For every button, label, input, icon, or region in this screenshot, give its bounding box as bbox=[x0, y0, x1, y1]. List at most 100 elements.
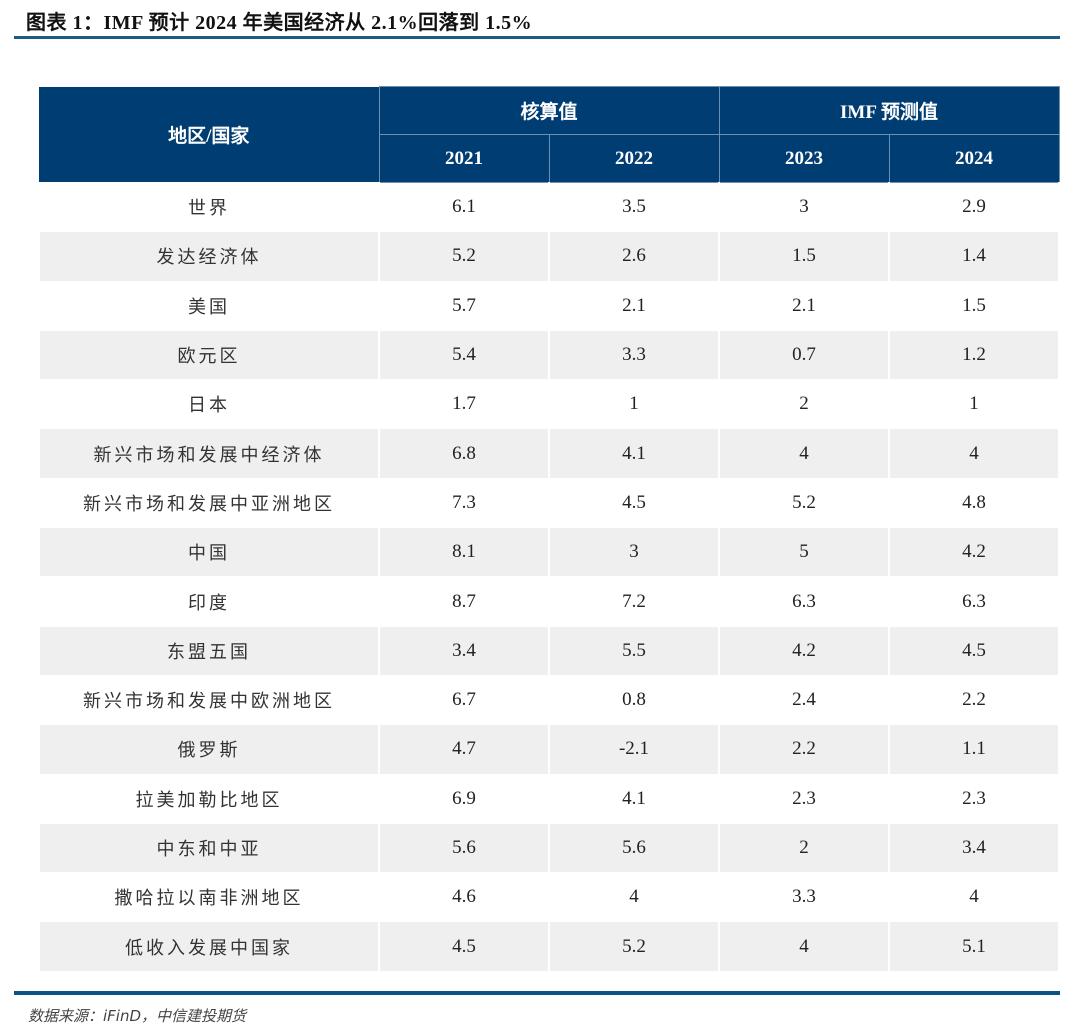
region-name: 拉美加勒比地区 bbox=[38, 773, 380, 824]
growth-value-2023: 4 bbox=[718, 428, 890, 479]
region-name: 东盟五国 bbox=[38, 625, 380, 676]
growth-value-2024: 2.9 bbox=[888, 181, 1060, 233]
growth-value-2022: 3.3 bbox=[548, 329, 720, 381]
growth-value-2023: 4.2 bbox=[718, 625, 890, 676]
region-name: 中国 bbox=[38, 527, 380, 578]
growth-value-2021: 5.6 bbox=[378, 822, 550, 874]
growth-value-2024: 4.5 bbox=[888, 625, 1060, 676]
table-row: 拉美加勒比地区 6.9 4.1 2.3 2.3 bbox=[38, 773, 1060, 824]
region-name: 世界 bbox=[38, 181, 380, 233]
growth-value-2022: 5.5 bbox=[548, 625, 720, 676]
region-name: 新兴市场和发展中欧洲地区 bbox=[38, 674, 380, 726]
region-name: 印度 bbox=[38, 576, 380, 627]
growth-value-2023: 1.5 bbox=[718, 231, 890, 282]
growth-value-2023: 6.3 bbox=[718, 576, 890, 627]
growth-value-2023: 5.2 bbox=[718, 477, 890, 529]
growth-value-2024: 1.2 bbox=[888, 329, 1060, 381]
growth-value-2021: 6.7 bbox=[378, 674, 550, 726]
region-name: 发达经济体 bbox=[38, 231, 380, 282]
growth-value-2022: 3.5 bbox=[548, 181, 720, 233]
growth-value-2021: 4.5 bbox=[378, 921, 550, 972]
growth-value-2022: 0.8 bbox=[548, 674, 720, 726]
growth-value-2021: 5.7 bbox=[378, 280, 550, 331]
table-row: 新兴市场和发展中经济体 6.8 4.1 4 4 bbox=[38, 428, 1060, 479]
growth-value-2023: 0.7 bbox=[718, 329, 890, 381]
growth-value-2023: 2.1 bbox=[718, 280, 890, 331]
growth-value-2024: 4.2 bbox=[888, 527, 1060, 578]
growth-value-2023: 5 bbox=[718, 527, 890, 578]
table-row: 中国 8.1 3 5 4.2 bbox=[38, 527, 1060, 578]
region-name: 美国 bbox=[38, 280, 380, 331]
growth-value-2024: 3.4 bbox=[888, 822, 1060, 874]
bottom-divider bbox=[14, 991, 1060, 995]
header-year: 2021 bbox=[378, 134, 550, 183]
region-name: 新兴市场和发展中经济体 bbox=[38, 428, 380, 479]
table-row: 欧元区 5.4 3.3 0.7 1.2 bbox=[38, 329, 1060, 381]
growth-value-2024: 1.4 bbox=[888, 231, 1060, 282]
growth-value-2021: 4.7 bbox=[378, 724, 550, 775]
region-name: 俄罗斯 bbox=[38, 724, 380, 775]
region-name: 新兴市场和发展中亚洲地区 bbox=[38, 477, 380, 529]
growth-value-2023: 2 bbox=[718, 822, 890, 874]
growth-value-2024: 5.1 bbox=[888, 921, 1060, 972]
region-name: 中东和中亚 bbox=[38, 822, 380, 874]
growth-value-2022: 4.1 bbox=[548, 428, 720, 479]
table-row: 低收入发展中国家 4.5 5.2 4 5.1 bbox=[38, 921, 1060, 972]
growth-value-2024: 2.2 bbox=[888, 674, 1060, 726]
region-name: 日本 bbox=[38, 379, 380, 430]
growth-value-2022: 4.5 bbox=[548, 477, 720, 529]
growth-value-2024: 6.3 bbox=[888, 576, 1060, 627]
table-row: 世界 6.1 3.5 3 2.9 bbox=[38, 181, 1060, 233]
growth-value-2021: 8.1 bbox=[378, 527, 550, 578]
growth-value-2022: 2.1 bbox=[548, 280, 720, 331]
growth-value-2021: 5.4 bbox=[378, 329, 550, 381]
table-row: 俄罗斯 4.7 -2.1 2.2 1.1 bbox=[38, 724, 1060, 775]
region-name: 低收入发展中国家 bbox=[38, 921, 380, 972]
growth-value-2023: 3 bbox=[718, 181, 890, 233]
growth-value-2022: 5.2 bbox=[548, 921, 720, 972]
table-row: 新兴市场和发展中欧洲地区 6.7 0.8 2.4 2.2 bbox=[38, 674, 1060, 726]
header-actual: 核算值 bbox=[378, 86, 720, 135]
growth-value-2021: 4.6 bbox=[378, 872, 550, 923]
growth-value-2024: 1 bbox=[888, 379, 1060, 430]
growth-value-2022: 2.6 bbox=[548, 231, 720, 282]
table-row: 撒哈拉以南非洲地区 4.6 4 3.3 4 bbox=[38, 872, 1060, 923]
growth-value-2024: 4 bbox=[888, 872, 1060, 923]
header-year: 2023 bbox=[718, 134, 890, 183]
gdp-forecast-table: 地区/国家 核算值 IMF 预测值 2021 2022 2023 2024 世界… bbox=[38, 86, 1060, 972]
growth-value-2022: -2.1 bbox=[548, 724, 720, 775]
table-row: 日本 1.7 1 2 1 bbox=[38, 379, 1060, 430]
table-row: 美国 5.7 2.1 2.1 1.5 bbox=[38, 280, 1060, 331]
growth-value-2023: 2 bbox=[718, 379, 890, 430]
growth-value-2022: 4 bbox=[548, 872, 720, 923]
growth-value-2023: 2.3 bbox=[718, 773, 890, 824]
header-year: 2022 bbox=[548, 134, 720, 183]
growth-value-2023: 2.4 bbox=[718, 674, 890, 726]
growth-value-2023: 2.2 bbox=[718, 724, 890, 775]
title-divider bbox=[14, 36, 1060, 39]
growth-value-2021: 3.4 bbox=[378, 625, 550, 676]
growth-value-2023: 4 bbox=[718, 921, 890, 972]
growth-value-2023: 3.3 bbox=[718, 872, 890, 923]
growth-value-2022: 4.1 bbox=[548, 773, 720, 824]
figure-title: 图表 1：IMF 预计 2024 年美国经济从 2.1%回落到 1.5% bbox=[26, 12, 533, 34]
table-row: 发达经济体 5.2 2.6 1.5 1.4 bbox=[38, 231, 1060, 282]
header-imf-forecast: IMF 预测值 bbox=[718, 86, 1060, 135]
header-region: 地区/国家 bbox=[39, 86, 380, 183]
table-row: 东盟五国 3.4 5.5 4.2 4.5 bbox=[38, 625, 1060, 676]
growth-value-2024: 4.8 bbox=[888, 477, 1060, 529]
growth-value-2024: 4 bbox=[888, 428, 1060, 479]
table-row: 中东和中亚 5.6 5.6 2 3.4 bbox=[38, 822, 1060, 874]
table-row: 印度 8.7 7.2 6.3 6.3 bbox=[38, 576, 1060, 627]
growth-value-2021: 6.1 bbox=[378, 181, 550, 233]
growth-value-2021: 7.3 bbox=[378, 477, 550, 529]
growth-value-2022: 5.6 bbox=[548, 822, 720, 874]
growth-value-2021: 6.8 bbox=[378, 428, 550, 479]
region-name: 欧元区 bbox=[38, 329, 380, 381]
region-name: 撒哈拉以南非洲地区 bbox=[38, 872, 380, 923]
growth-value-2022: 1 bbox=[548, 379, 720, 430]
table-row: 新兴市场和发展中亚洲地区 7.3 4.5 5.2 4.8 bbox=[38, 477, 1060, 529]
growth-value-2021: 1.7 bbox=[378, 379, 550, 430]
source-note: 数据来源：iFinD，中信建投期货 bbox=[28, 1007, 247, 1025]
growth-value-2024: 1.1 bbox=[888, 724, 1060, 775]
